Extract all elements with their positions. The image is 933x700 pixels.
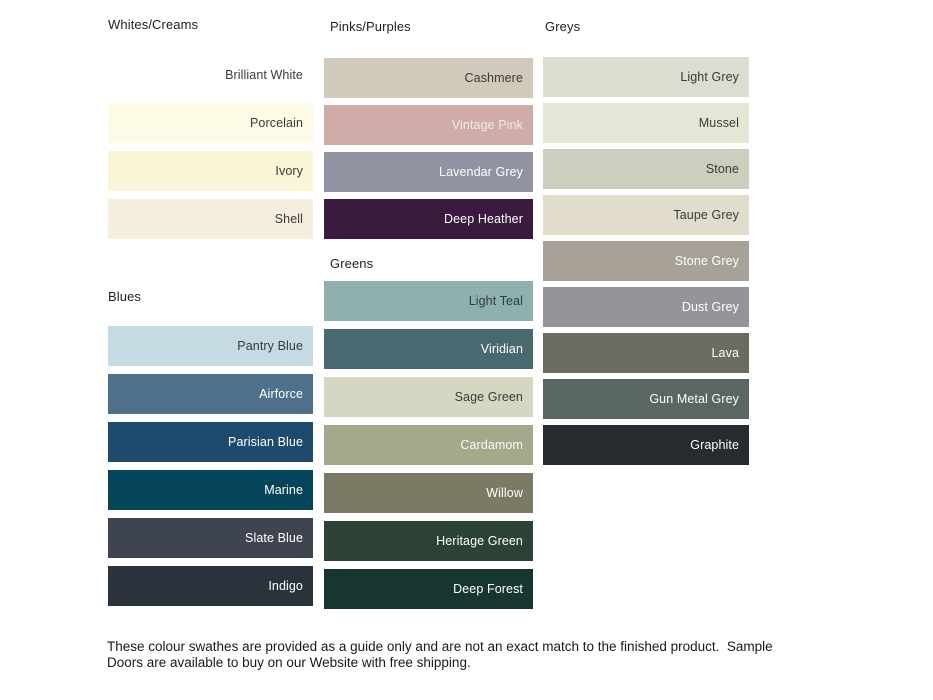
- swatch-label-willow: Willow: [486, 486, 523, 500]
- swatch-gun-metal-grey: Gun Metal Grey: [543, 379, 749, 419]
- swatch-brilliant-white: Brilliant White: [108, 55, 313, 95]
- swatch-deep-heather: Deep Heather: [324, 199, 533, 239]
- swatch-label-stone-grey: Stone Grey: [674, 254, 739, 268]
- swatch-light-grey: Light Grey: [543, 57, 749, 97]
- disclaimer-line-1: These colour swathes are provided as a g…: [107, 639, 773, 654]
- swatch-label-ivory: Ivory: [275, 164, 303, 178]
- swatch-willow: Willow: [324, 473, 533, 513]
- swatch-taupe-grey: Taupe Grey: [543, 195, 749, 235]
- swatch-label-vintage-pink: Vintage Pink: [451, 118, 523, 132]
- section-header-greys: Greys: [545, 19, 581, 34]
- swatch-label-airforce: Airforce: [259, 387, 303, 401]
- swatch-label-deep-forest: Deep Forest: [453, 582, 523, 596]
- section-header-greens: Greens: [330, 256, 374, 271]
- swatch-deep-forest: Deep Forest: [324, 569, 533, 609]
- swatch-label-heritage-green: Heritage Green: [436, 534, 523, 548]
- swatch-vintage-pink: Vintage Pink: [324, 105, 533, 145]
- disclaimer-line-2: Doors are available to buy on our Websit…: [107, 654, 471, 670]
- swatch-cashmere: Cashmere: [324, 58, 533, 98]
- swatch-stone-grey: Stone Grey: [543, 241, 749, 281]
- swatch-label-light-grey: Light Grey: [680, 70, 739, 84]
- swatch-label-gun-metal-grey: Gun Metal Grey: [649, 392, 739, 406]
- column-pinks-greens: Pinks/Purples Cashmere Vintage Pink Lavenda…: [324, 0, 533, 700]
- swatch-label-cashmere: Cashmere: [464, 71, 523, 85]
- swatch-lava: Lava: [543, 333, 749, 373]
- swatch-label-lavendar-grey: Lavendar Grey: [439, 165, 523, 179]
- swatch-label-viridian: Viridian: [480, 342, 523, 356]
- swatch-parisian-blue: Parisian Blue: [108, 422, 313, 462]
- swatch-label-light-teal: Light Teal: [468, 294, 523, 308]
- swatch-label-marine: Marine: [264, 483, 303, 497]
- section-header-blues: Blues: [108, 289, 142, 304]
- swatch-label-pantry-blue: Pantry Blue: [237, 339, 303, 353]
- swatch-cardamom: Cardamom: [324, 425, 533, 465]
- swatch-graphite: Graphite: [543, 425, 749, 465]
- swatch-dust-grey: Dust Grey: [543, 287, 749, 327]
- swatch-mussel: Mussel: [543, 103, 749, 143]
- swatch-label-parisian-blue: Parisian Blue: [228, 435, 303, 449]
- swatch-ivory: Ivory: [108, 151, 313, 191]
- swatch-label-lava: Lava: [711, 346, 739, 360]
- swatch-stone: Stone: [543, 149, 749, 189]
- swatch-slate-blue: Slate Blue: [108, 518, 313, 558]
- swatch-airforce: Airforce: [108, 374, 313, 414]
- swatch-sage-green: Sage Green: [324, 377, 533, 417]
- swatch-label-cardamom: Cardamom: [460, 438, 523, 452]
- swatch-label-dust-grey: Dust Grey: [681, 300, 739, 314]
- swatch-lavendar-grey: Lavendar Grey: [324, 152, 533, 192]
- swatch-marine: Marine: [108, 470, 313, 510]
- swatch-label-stone: Stone: [705, 162, 739, 176]
- swatch-indigo: Indigo: [108, 566, 313, 606]
- swatch-label-taupe-grey: Taupe Grey: [673, 208, 739, 222]
- swatch-viridian: Viridian: [324, 329, 533, 369]
- swatch-light-teal: Light Teal: [324, 281, 533, 321]
- swatch-label-sage-green: Sage Green: [454, 390, 523, 404]
- swatch-label-indigo: Indigo: [268, 579, 303, 593]
- disclaimer: These colour swathes are provided as a g…: [107, 639, 773, 670]
- swatch-label-brilliant-white: Brilliant White: [225, 68, 303, 82]
- swatch-label-deep-heather: Deep Heather: [443, 212, 523, 226]
- swatch-porcelain: Porcelain: [108, 103, 313, 143]
- swatch-heritage-green: Heritage Green: [324, 521, 533, 561]
- swatch-label-slate-blue: Slate Blue: [245, 531, 303, 545]
- swatch-pantry-blue: Pantry Blue: [108, 326, 313, 366]
- swatch-label-mussel: Mussel: [698, 116, 739, 130]
- section-header-whites-creams: Whites/Creams: [108, 17, 199, 32]
- column-whites-blues: Whites/Creams Brilliant White Porcelain Ivo…: [108, 0, 313, 700]
- swatch-label-graphite: Graphite: [690, 438, 739, 452]
- swatch-label-shell: Shell: [274, 212, 303, 226]
- swatch-label-porcelain: Porcelain: [249, 116, 303, 130]
- swatch-shell: Shell: [108, 199, 313, 239]
- column-greys: Greys Light Grey Mussel Stone Taupe Grey Ston…: [543, 0, 749, 700]
- section-header-pinks-purples: Pinks/Purples: [330, 19, 411, 34]
